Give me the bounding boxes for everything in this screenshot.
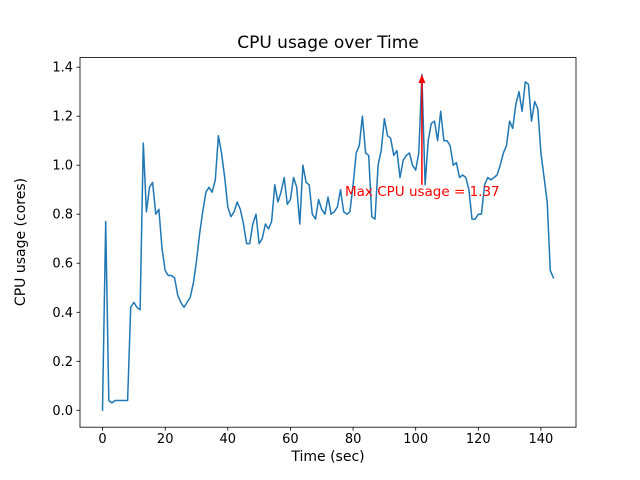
x-axis-label: Time (sec) [291,449,365,465]
svg-text:40: 40 [220,432,237,447]
svg-text:100: 100 [403,432,428,447]
max-annotation-text: Max CPU usage = 1.37 [345,184,500,200]
svg-text:80: 80 [345,432,362,447]
svg-text:120: 120 [466,432,491,447]
svg-text:0.4: 0.4 [52,306,73,321]
svg-text:1.2: 1.2 [52,110,73,125]
svg-text:140: 140 [528,432,553,447]
y-axis-label: CPU usage (cores) [13,177,29,307]
svg-text:1.4: 1.4 [52,61,73,76]
svg-text:20: 20 [157,432,174,447]
svg-text:0.8: 0.8 [52,208,73,223]
svg-text:0.2: 0.2 [52,355,73,370]
chart-title: CPU usage over Time [237,33,419,53]
svg-text:0.6: 0.6 [52,257,73,272]
svg-text:0.0: 0.0 [52,404,73,419]
svg-text:60: 60 [282,432,299,447]
svg-text:1.0: 1.0 [52,159,73,174]
svg-text:0: 0 [98,432,106,447]
